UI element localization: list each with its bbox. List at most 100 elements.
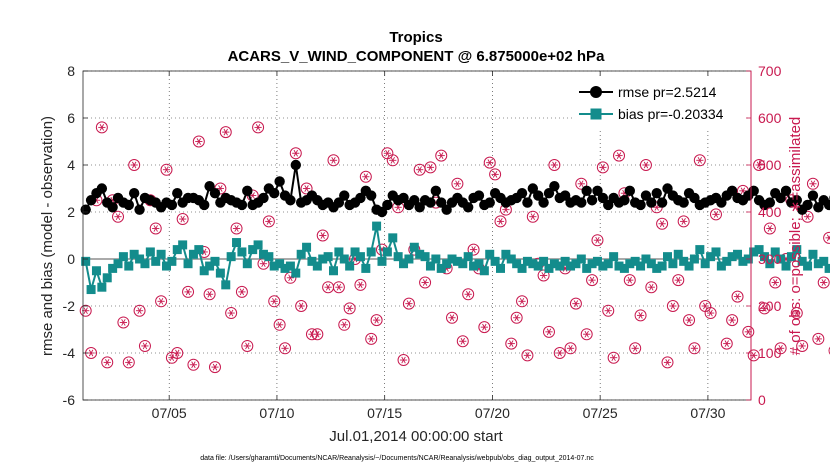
bias-point — [770, 247, 780, 257]
obs-marker — [542, 325, 555, 338]
obs-assimilated-star — [665, 359, 670, 366]
bias-point — [242, 259, 252, 269]
bias-point — [598, 261, 608, 271]
rmse-point — [473, 190, 485, 201]
bias-point — [275, 259, 285, 269]
bias-point — [711, 247, 721, 257]
obs-possible-circle — [607, 351, 620, 364]
obs-possible-circle — [478, 321, 491, 334]
obs-possible-circle — [138, 339, 151, 352]
bias-point — [431, 254, 441, 264]
bias-point — [388, 233, 398, 243]
obs-marker — [607, 351, 620, 364]
y-tick-label: -6 — [63, 392, 76, 408]
obs-marker — [133, 304, 146, 317]
bias-point — [727, 252, 737, 262]
obs-marker — [273, 318, 286, 331]
obs-marker — [101, 356, 114, 369]
obs-marker — [726, 314, 739, 327]
bias-point — [361, 263, 371, 273]
obs-marker — [208, 361, 221, 374]
bias-point — [307, 256, 317, 266]
obs-assimilated-star — [552, 161, 557, 169]
bias-point — [113, 259, 123, 269]
obs-assimilated-star — [266, 218, 272, 225]
obs-possible-circle — [569, 297, 582, 310]
obs-possible-circle — [828, 346, 830, 355]
obs-possible-circle — [704, 307, 717, 320]
rmse-point — [236, 199, 248, 211]
legend: rmse pr=2.5214 bias pr=-0.20334 — [573, 78, 744, 130]
bias-point — [145, 247, 155, 257]
bias-point — [264, 252, 274, 262]
legend-bias-marker — [590, 108, 602, 120]
obs-possible-circle — [230, 222, 243, 235]
obs-possible-circle — [769, 276, 782, 289]
obs-marker — [138, 339, 151, 352]
obs-assimilated-star — [573, 300, 579, 307]
bias-point — [269, 261, 279, 271]
obs-assimilated-star — [137, 307, 142, 315]
obs-possible-circle — [300, 182, 313, 195]
y-tick-label: 4 — [67, 157, 75, 173]
obs-marker — [456, 335, 469, 348]
obs-possible-circle — [688, 342, 701, 355]
obs-assimilated-star — [347, 305, 352, 312]
y-right-tick-label: 100 — [758, 345, 782, 361]
obs-marker — [812, 332, 825, 345]
rmse-point — [436, 197, 447, 208]
y-tick-label: 6 — [67, 110, 75, 126]
obs-marker — [586, 274, 599, 287]
rmse-point — [559, 190, 571, 201]
bias-point — [684, 261, 694, 271]
y-right-tick-label: 600 — [758, 110, 782, 126]
obs-possible-circle — [208, 361, 221, 374]
obs-possible-circle — [279, 342, 292, 355]
bias-point — [215, 268, 225, 278]
bias-point — [566, 261, 576, 271]
obs-marker — [316, 229, 329, 242]
obs-marker — [419, 276, 432, 289]
obs-possible-circle — [731, 290, 744, 303]
rmse-point — [543, 188, 555, 199]
bias-point — [663, 252, 672, 262]
obs-possible-circle — [171, 347, 184, 359]
bias-point — [447, 254, 457, 264]
obs-assimilated-star — [282, 344, 288, 352]
obs-assimilated-star — [530, 213, 536, 221]
obs-marker — [553, 347, 566, 359]
bias-point — [334, 247, 344, 257]
obs-possible-circle — [542, 325, 555, 338]
obs-possible-circle — [763, 222, 776, 235]
obs-possible-circle — [537, 269, 550, 282]
bias-point — [210, 256, 220, 266]
obs-possible-circle — [435, 149, 448, 162]
obs-marker — [688, 342, 701, 355]
bias-point — [695, 245, 705, 255]
bias-point — [393, 252, 403, 262]
obs-marker — [289, 147, 302, 160]
obs-assimilated-star — [99, 124, 105, 131]
obs-possible-circle — [742, 325, 755, 338]
obs-assimilated-star — [632, 344, 638, 352]
obs-possible-circle — [187, 358, 200, 371]
rmse-point — [586, 195, 598, 206]
obs-assimilated-star — [751, 352, 756, 359]
obs-marker — [279, 342, 292, 355]
obs-marker — [149, 222, 162, 235]
obs-marker — [521, 349, 534, 362]
legend-rmse-label: rmse pr=2.5214 — [618, 84, 717, 100]
obs-assimilated-star — [277, 321, 282, 329]
bias-point — [81, 256, 91, 266]
obs-possible-circle — [720, 337, 733, 350]
obs-assimilated-star — [568, 344, 573, 352]
rmse-point — [285, 195, 296, 206]
bias-point — [576, 254, 586, 264]
obs-possible-circle — [203, 288, 216, 301]
obs-possible-circle — [316, 229, 329, 242]
rmse-point — [576, 197, 587, 208]
bias-point — [544, 263, 554, 273]
obs-assimilated-star — [385, 149, 390, 157]
obs-marker — [435, 149, 448, 162]
